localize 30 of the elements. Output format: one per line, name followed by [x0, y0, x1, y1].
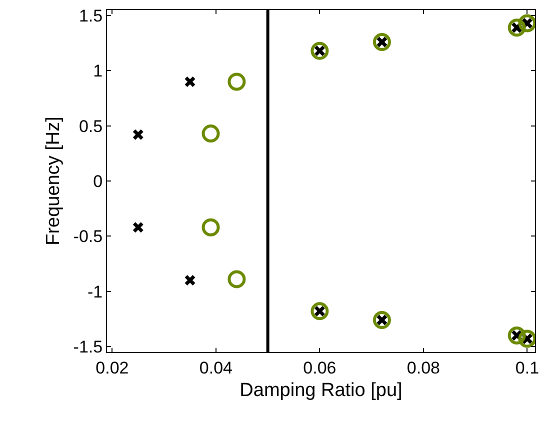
x-tick-label: 0.02 — [96, 358, 129, 378]
y-tick-label: 1.5 — [78, 6, 103, 26]
point — [202, 218, 220, 236]
y-tick-label: -1.5 — [73, 337, 103, 356]
point — [184, 76, 196, 88]
point — [132, 128, 144, 140]
point — [518, 330, 535, 348]
point — [202, 124, 220, 143]
point — [508, 326, 526, 344]
x-tick-label: 0.04 — [199, 358, 232, 378]
point — [310, 42, 329, 60]
y-tick-label: 0 — [93, 172, 103, 191]
point — [372, 32, 391, 51]
point — [184, 274, 196, 286]
point — [508, 18, 526, 37]
y-tick-label: -1 — [87, 282, 103, 302]
x-tick-label: 0.06 — [303, 358, 336, 378]
y-axis-title: Frequency [Hz] — [43, 116, 64, 246]
x-tick-label: 0.08 — [406, 358, 440, 378]
y-tick-label: 1 — [93, 62, 103, 81]
y-tick-label: 0.5 — [78, 116, 103, 136]
point — [372, 311, 391, 330]
y-tick-label: -0.5 — [73, 227, 103, 246]
point — [228, 270, 246, 288]
point — [228, 72, 246, 91]
x-axis-title: Damping Ratio [pu] — [240, 380, 402, 402]
point — [132, 222, 144, 234]
point — [310, 302, 329, 320]
point — [518, 14, 535, 32]
x-tick-label: 0.1 — [515, 358, 540, 378]
